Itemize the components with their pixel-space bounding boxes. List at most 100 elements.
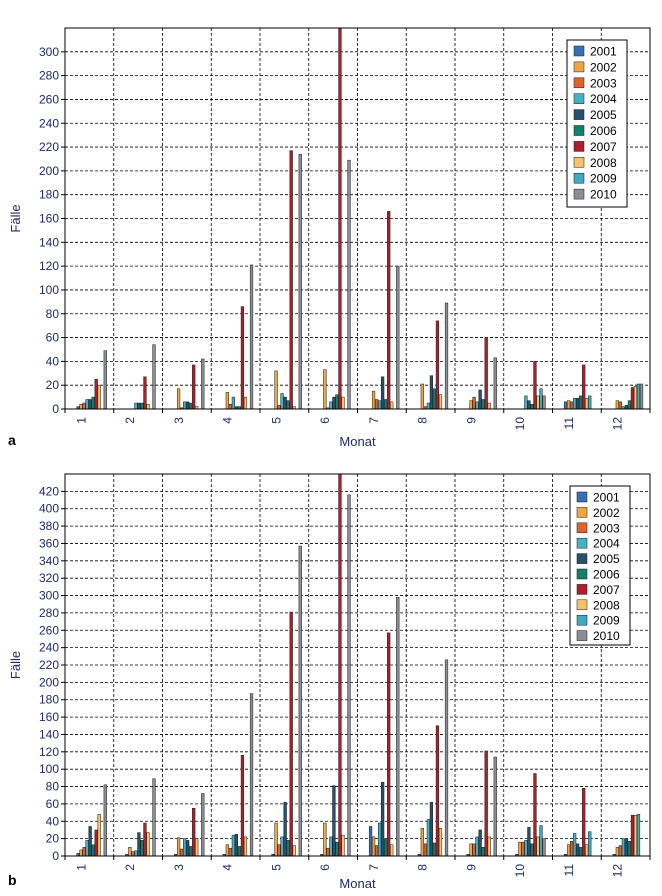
bar xyxy=(387,211,391,410)
bar xyxy=(371,836,376,857)
y-tick-label: 360 xyxy=(39,536,59,550)
bar xyxy=(384,838,388,857)
x-tick-label: 10 xyxy=(513,417,527,431)
y-tick-label: 160 xyxy=(39,212,59,226)
legend-entry: 2008 xyxy=(590,156,617,170)
bar xyxy=(335,841,339,857)
legend-swatch xyxy=(576,568,588,580)
bar xyxy=(195,838,199,857)
bar xyxy=(627,840,632,857)
legend-swatch xyxy=(576,614,588,626)
bar xyxy=(94,378,98,410)
y-tick-label: 40 xyxy=(46,814,60,828)
legend-swatch xyxy=(576,630,588,641)
bar xyxy=(481,847,485,857)
bar xyxy=(478,829,482,857)
bar xyxy=(186,840,190,857)
bar xyxy=(283,801,287,857)
bar xyxy=(493,756,497,857)
x-tick-label: 4 xyxy=(221,864,235,871)
y-tick-label: 0 xyxy=(52,402,59,416)
legend-swatch xyxy=(573,61,585,73)
x-tick-label: 5 xyxy=(269,864,283,871)
bar xyxy=(292,845,296,857)
y-tick-label: 60 xyxy=(46,797,60,811)
bar xyxy=(481,399,485,410)
bar xyxy=(396,597,400,857)
bar xyxy=(225,844,229,857)
bar xyxy=(530,843,534,857)
bar xyxy=(527,827,531,857)
bar xyxy=(368,826,373,857)
y-tick-label: 340 xyxy=(39,554,59,568)
x-tick-label: 3 xyxy=(172,864,186,871)
bar xyxy=(475,836,479,857)
bar xyxy=(338,473,342,857)
bar xyxy=(539,825,543,857)
bar xyxy=(633,386,638,410)
bar xyxy=(146,403,150,410)
bar xyxy=(347,159,351,410)
legend-swatch xyxy=(576,599,588,611)
bar xyxy=(566,400,571,410)
legend-swatch xyxy=(573,125,585,136)
bar xyxy=(225,392,229,410)
bar xyxy=(615,847,619,857)
bar xyxy=(240,755,245,857)
bar xyxy=(378,822,382,857)
bar xyxy=(341,396,345,410)
y-axis-title: Fälle xyxy=(8,204,23,232)
legend-swatch xyxy=(573,141,585,152)
bar xyxy=(94,829,98,857)
bar xyxy=(478,389,482,410)
bar xyxy=(97,814,101,857)
bar xyxy=(469,400,473,410)
plot-frame xyxy=(64,27,651,410)
bar xyxy=(228,847,232,857)
y-tick-label: 80 xyxy=(46,780,60,794)
bar xyxy=(420,827,424,857)
bar xyxy=(274,370,278,410)
bar xyxy=(137,832,141,857)
bar xyxy=(588,831,592,857)
bar xyxy=(298,153,302,410)
bar xyxy=(579,847,583,857)
legend-entry: 2006 xyxy=(593,568,620,582)
bar xyxy=(137,402,141,410)
bar xyxy=(429,375,434,410)
y-tick-label: 100 xyxy=(39,762,59,776)
bar xyxy=(579,395,583,410)
bar xyxy=(286,840,290,857)
bar xyxy=(91,396,95,410)
bar xyxy=(438,394,443,410)
bar xyxy=(286,400,290,410)
bar xyxy=(429,801,434,857)
bar xyxy=(639,383,644,410)
legend-entry: 2007 xyxy=(593,583,620,597)
bar xyxy=(128,847,132,857)
bar xyxy=(371,390,376,410)
bar xyxy=(585,844,589,857)
bar xyxy=(277,844,281,857)
bar xyxy=(79,403,83,410)
x-axis-title: Monat xyxy=(339,434,376,449)
legend-swatch xyxy=(573,93,585,104)
bar xyxy=(134,402,138,410)
bar xyxy=(444,302,449,410)
y-tick-label: 20 xyxy=(46,378,60,392)
bar xyxy=(484,750,488,857)
bar xyxy=(85,840,89,857)
bar xyxy=(103,784,107,857)
legend-entry: 2007 xyxy=(590,140,617,154)
y-tick-label: 240 xyxy=(39,641,59,655)
legend-swatch xyxy=(573,172,585,184)
bar xyxy=(527,400,531,410)
bar xyxy=(472,396,476,410)
bar xyxy=(381,376,385,410)
bar xyxy=(627,400,632,410)
bar xyxy=(332,785,336,857)
bar xyxy=(487,836,491,857)
bar xyxy=(536,395,540,410)
legend-entry: 2005 xyxy=(593,552,620,566)
